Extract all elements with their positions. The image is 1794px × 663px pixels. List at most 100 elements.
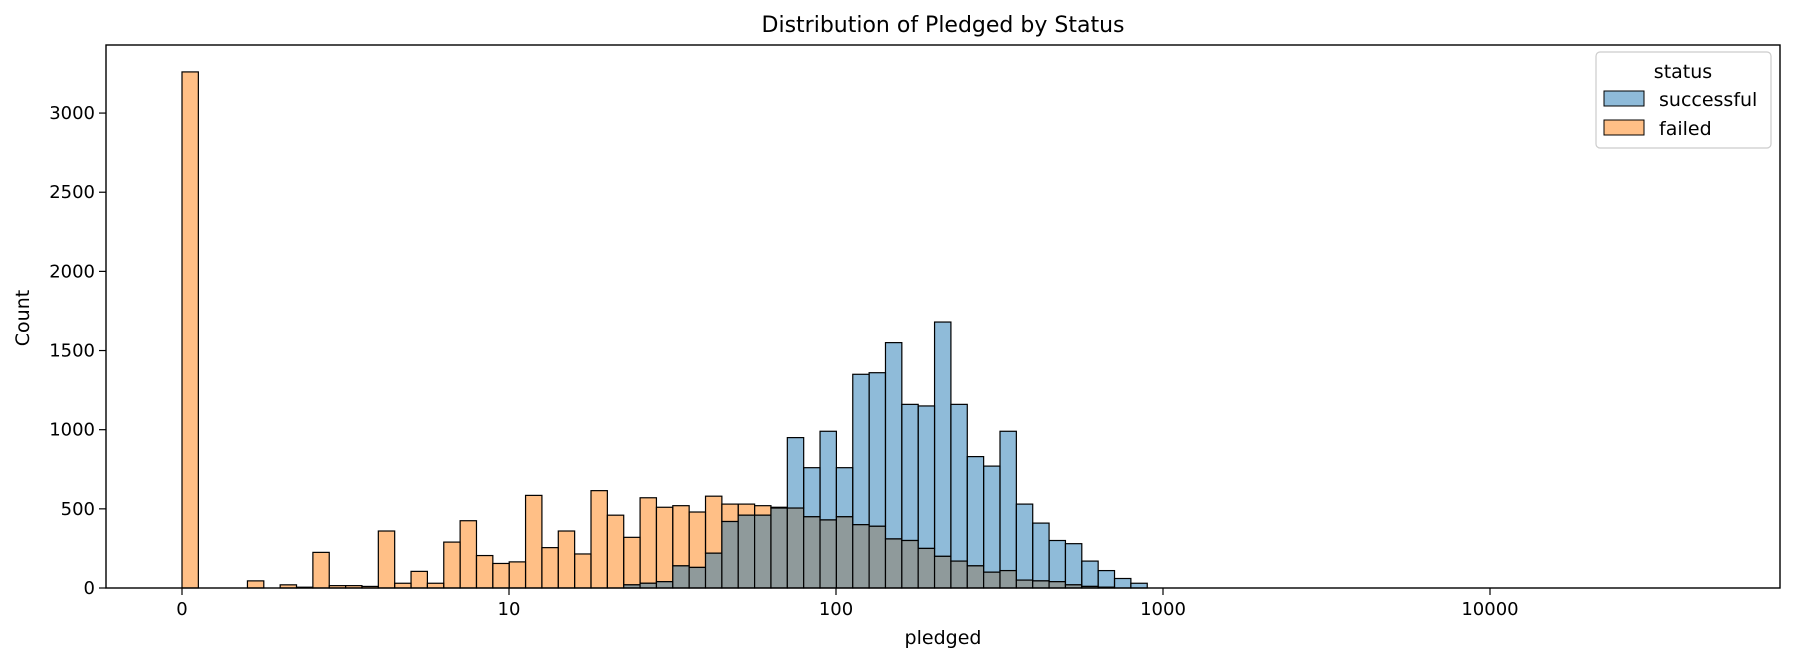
bar-successful-42 [868, 372, 887, 527]
bar-failed-31 [688, 511, 707, 569]
bar-successful-58 [1130, 582, 1148, 589]
x-tick-label-2: 100 [819, 599, 853, 620]
bar-overlap-42 [868, 525, 887, 589]
y-tick-label-4: 2000 [49, 261, 95, 282]
bar-successful-54 [1064, 543, 1083, 586]
bar-overlap-41 [852, 524, 870, 589]
bar-overlap-33 [721, 520, 739, 589]
bar-overlap-29 [655, 581, 674, 589]
bar-overlap-43 [884, 538, 903, 589]
bar-failed-25 [590, 490, 608, 589]
plot-frame [105, 44, 1781, 589]
bar-failed-21 [524, 494, 543, 589]
bar-overlap-32 [704, 552, 723, 589]
bar-successful-55 [1081, 560, 1099, 588]
bar-successful-46 [933, 321, 952, 557]
bar-failed-35 [753, 505, 772, 516]
bar-overlap-50 [999, 569, 1017, 589]
bar-failed-27 [623, 536, 641, 586]
bar-successful-49 [983, 465, 1001, 573]
bar-successful-44 [901, 403, 919, 542]
y-axis: 0 500 1000 1500 2000 2500 3000 [49, 103, 106, 599]
bar-successful-38 [803, 467, 821, 518]
bar-overlap-31 [688, 566, 707, 589]
bar-overlap-37 [786, 507, 805, 589]
chart-title: Distribution of Pledged by Status [762, 13, 1125, 38]
bar-overlap-34 [737, 514, 756, 589]
y-tick-label-3: 1500 [49, 341, 95, 362]
bar-successful-56 [1097, 569, 1116, 588]
bar-overlap-49 [983, 571, 1001, 589]
bar-successful-39 [819, 430, 837, 521]
y-tick-label-1: 500 [61, 499, 95, 520]
bar-failed-28 [639, 497, 658, 584]
bar-failed-20 [508, 561, 527, 589]
plot-area [181, 71, 1148, 589]
bar-overlap-36 [770, 507, 788, 589]
bar-successful-57 [1113, 577, 1132, 589]
bar-failed-29 [655, 506, 674, 583]
bar-overlap-38 [803, 516, 821, 589]
legend-label-successful: successful [1659, 89, 1757, 111]
legend-title: status [1654, 61, 1712, 83]
legend-swatch-failed [1603, 119, 1645, 136]
bar-overlap-39 [819, 519, 837, 589]
bar-successful-52 [1032, 522, 1050, 582]
bar-successful-43 [884, 342, 903, 540]
bar-failed-30 [672, 505, 690, 567]
bar-overlap-28 [639, 582, 658, 589]
bar-overlap-53 [1048, 581, 1067, 589]
bar-failed-32 [704, 495, 723, 554]
bar-failed-22 [541, 547, 559, 589]
bar-failed-13 [394, 582, 412, 589]
legend-label-failed: failed [1659, 118, 1712, 140]
bar-successful-45 [917, 405, 936, 550]
bar-failed-16 [443, 541, 461, 589]
bar-failed-0 [181, 71, 199, 589]
x-tick-label-4: 10000 [1461, 599, 1518, 620]
x-axis: 0 10 100 1000 10000 [176, 588, 1519, 620]
bar-successful-47 [950, 403, 968, 562]
bar-successful-40 [835, 467, 854, 518]
y-tick-label-6: 3000 [49, 103, 95, 124]
x-tick-label-3: 1000 [1140, 599, 1186, 620]
bar-overlap-47 [950, 560, 968, 589]
bar-failed-23 [557, 530, 576, 589]
x-axis-label: pledged [905, 627, 982, 649]
bar-successful-48 [966, 456, 985, 567]
bar-failed-18 [475, 554, 494, 589]
bar-overlap-40 [835, 516, 854, 589]
bar-overlap-30 [672, 565, 690, 589]
bar-failed-24 [574, 553, 592, 589]
bar-failed-17 [459, 520, 478, 589]
bar-overlap-35 [753, 514, 772, 589]
bar-overlap-46 [933, 555, 952, 589]
y-tick-label-2: 1000 [49, 420, 95, 441]
bar-failed-8 [312, 551, 330, 589]
bar-failed-34 [737, 503, 756, 516]
x-tick-label-1: 10 [498, 599, 521, 620]
bar-overlap-51 [1015, 579, 1034, 589]
bar-failed-14 [410, 570, 429, 589]
bar-successful-50 [999, 430, 1017, 572]
legend: status successful failed [1595, 51, 1772, 149]
bar-successful-51 [1015, 503, 1034, 581]
bar-successful-37 [786, 437, 805, 509]
bar-failed-33 [721, 503, 739, 523]
legend-swatch-successful [1603, 90, 1645, 107]
y-tick-label-5: 2500 [49, 182, 95, 203]
y-tick-label-0: 0 [84, 578, 95, 599]
bar-failed-15 [426, 582, 445, 589]
y-axis-label: Count [12, 290, 34, 346]
bar-overlap-48 [966, 565, 985, 589]
bar-successful-53 [1048, 539, 1067, 583]
bar-overlap-52 [1032, 580, 1050, 589]
bar-failed-4 [246, 580, 265, 589]
bar-overlap-45 [917, 547, 936, 589]
bar-successful-41 [852, 373, 870, 526]
bar-failed-12 [377, 530, 396, 589]
x-tick-label-0: 0 [176, 599, 187, 620]
bar-overlap-44 [901, 539, 919, 589]
bar-failed-19 [492, 562, 510, 589]
